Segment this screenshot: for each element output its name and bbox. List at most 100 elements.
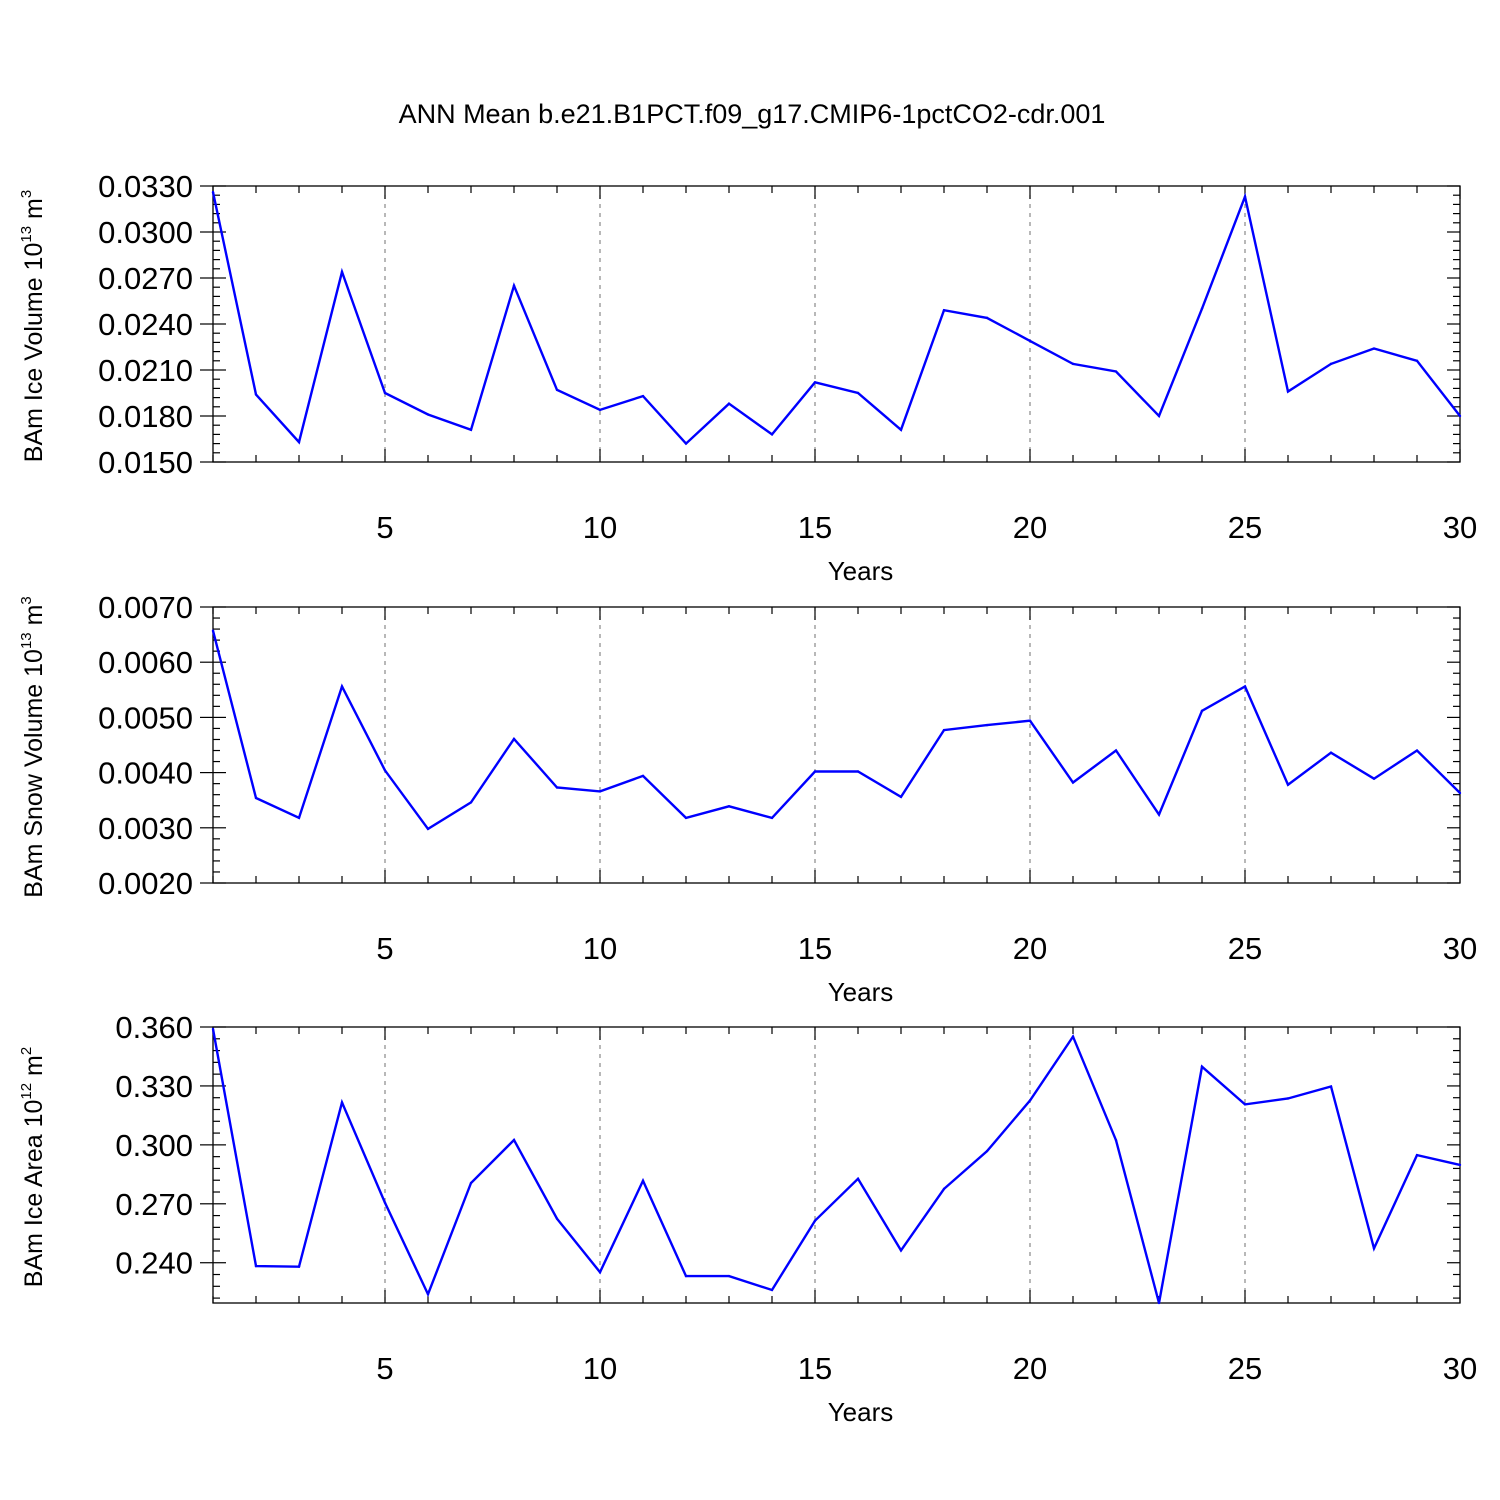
y-axis-label-superscript: 3 xyxy=(18,596,35,604)
data-point xyxy=(813,1219,817,1222)
data-point xyxy=(598,1270,602,1274)
data-point xyxy=(383,769,387,772)
y-axis-label-part: BAm Snow Volume 10 xyxy=(20,649,48,898)
x-tick-label: 25 xyxy=(1228,1351,1262,1386)
data-point xyxy=(1114,1138,1118,1142)
data-point xyxy=(512,737,516,741)
y-tick-label: 0.0180 xyxy=(98,399,193,434)
x-tick-label: 30 xyxy=(1443,1351,1477,1386)
data-point xyxy=(813,770,817,773)
y-tick-label: 0.0020 xyxy=(98,866,193,901)
data-point xyxy=(641,394,645,398)
y-axis-label: BAm Ice Area 1012 m2 xyxy=(18,1047,48,1287)
chart-title: ANN Mean b.e21.B1PCT.f09_g17.CMIP6-1pctC… xyxy=(399,99,1106,129)
x-tick-label: 15 xyxy=(798,931,832,966)
data-point xyxy=(426,1292,430,1296)
chart-panel-2: 5 10 15 20 25 30 0.0020 0.0030 0.0040 0.0050 0.006… xyxy=(18,590,1477,1007)
data-point xyxy=(985,316,989,320)
x-tick-label: 10 xyxy=(583,931,617,966)
data-point xyxy=(1243,685,1247,688)
data-point xyxy=(1286,783,1290,786)
chart-panel-3: 5 10 15 20 25 30 0.240 0.270 0.300 0.330 0.360 Year… xyxy=(18,1010,1477,1427)
data-point xyxy=(254,1264,258,1268)
data-point xyxy=(340,1101,344,1104)
data-point xyxy=(1114,370,1118,373)
data-point xyxy=(1329,751,1333,754)
data-point xyxy=(985,723,989,727)
data-point xyxy=(985,1149,989,1153)
x-axis-label: Years xyxy=(828,556,894,586)
data-point xyxy=(942,1187,946,1191)
data-point xyxy=(942,309,946,312)
data-point xyxy=(1157,1301,1161,1305)
y-tick-label: 0.0040 xyxy=(98,756,193,791)
data-point xyxy=(598,408,602,412)
y-axis-label-superscript: 3 xyxy=(18,190,35,198)
y-axis-label: BAm Ice Volume 1013 m3 xyxy=(18,190,48,462)
data-point xyxy=(1286,390,1290,393)
y-axis-label-part: m xyxy=(20,1055,48,1083)
y-axis-label-superscript: 2 xyxy=(18,1047,35,1055)
data-point xyxy=(555,786,559,789)
data-point xyxy=(899,1249,903,1252)
plot-frame xyxy=(212,606,1461,884)
data-point xyxy=(641,1179,645,1183)
data-point xyxy=(469,1181,473,1185)
data-point xyxy=(1243,195,1247,198)
data-point xyxy=(297,440,301,444)
x-tick-label: 25 xyxy=(1228,931,1262,966)
data-point xyxy=(770,433,774,436)
series-line-1 xyxy=(211,630,1461,831)
data-point xyxy=(1071,781,1075,784)
data-point xyxy=(942,728,946,732)
y-tick-label: 0.0070 xyxy=(98,590,193,625)
data-point xyxy=(555,388,559,392)
data-point xyxy=(1200,1065,1204,1068)
data-point xyxy=(684,1274,688,1278)
data-point xyxy=(1286,1097,1290,1100)
data-point xyxy=(1458,414,1462,418)
data-point xyxy=(598,790,602,793)
y-tick-label: 0.270 xyxy=(115,1187,193,1222)
data-point xyxy=(254,796,258,800)
data-point xyxy=(1028,719,1032,722)
data-point xyxy=(1157,813,1161,816)
data-point xyxy=(856,1177,860,1181)
data-point xyxy=(1157,414,1161,418)
x-tick-label: 20 xyxy=(1013,510,1047,545)
data-point xyxy=(426,413,430,416)
x-tick-label: 5 xyxy=(376,1351,393,1386)
y-tick-label: 0.0270 xyxy=(98,261,193,296)
data-point xyxy=(899,795,903,799)
x-tick-label: 5 xyxy=(376,510,393,545)
y-tick-label: 0.0300 xyxy=(98,215,193,250)
y-axis-label-part: BAm Ice Volume 10 xyxy=(20,243,48,463)
data-point xyxy=(1028,339,1032,343)
data-point xyxy=(1458,791,1462,795)
data-point xyxy=(254,393,258,396)
x-tick-label: 10 xyxy=(583,510,617,545)
x-axis-label: Years xyxy=(828,1397,894,1427)
y-tick-label: 0.0240 xyxy=(98,307,193,342)
y-axis-label-part: BAm Ice Area 10 xyxy=(20,1100,48,1288)
data-point xyxy=(727,1274,731,1278)
data-point xyxy=(297,816,301,820)
data-point xyxy=(1028,1099,1032,1102)
data-point xyxy=(899,428,903,431)
series-line-1 xyxy=(211,1028,1461,1304)
y-tick-label: 0.0060 xyxy=(98,645,193,680)
y-tick-label: 0.330 xyxy=(115,1069,193,1104)
data-point xyxy=(684,816,688,820)
data-point xyxy=(813,381,817,384)
data-point xyxy=(684,442,688,445)
data-point xyxy=(426,827,430,831)
x-tick-label: 30 xyxy=(1443,510,1477,545)
y-axis-label-part: m xyxy=(20,605,48,633)
x-tick-label: 5 xyxy=(376,931,393,966)
x-tick-label: 10 xyxy=(583,1351,617,1386)
x-tick-label: 15 xyxy=(798,510,832,545)
data-point xyxy=(1200,307,1204,310)
data-point xyxy=(727,402,731,405)
data-point xyxy=(1372,347,1376,350)
